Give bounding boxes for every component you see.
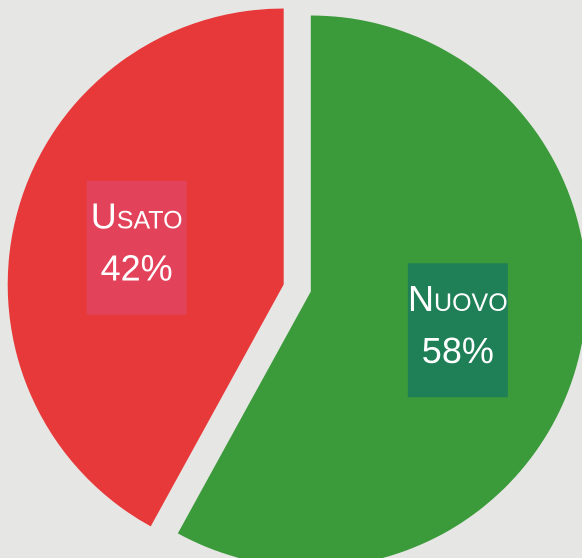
pie-slice [177,15,582,558]
label-box [407,263,508,398]
slice-label: Usato [91,195,183,236]
label-box [86,180,187,315]
value-label: 42% [101,247,173,288]
value-label: 58% [422,330,494,371]
slice-label: Nuovo [408,278,508,319]
